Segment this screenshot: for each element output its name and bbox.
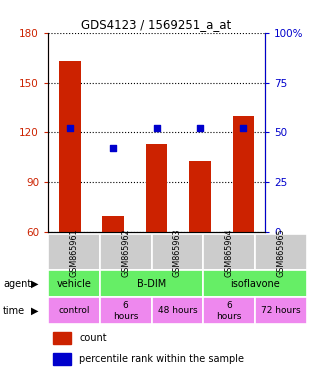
Text: count: count bbox=[79, 333, 107, 343]
Bar bbox=[53, 332, 71, 344]
Text: GSM865962: GSM865962 bbox=[121, 228, 130, 276]
Text: 6
hours: 6 hours bbox=[113, 301, 138, 321]
Bar bbox=[146, 144, 167, 232]
Bar bbox=[232, 116, 254, 232]
Bar bbox=[53, 353, 71, 365]
FancyBboxPatch shape bbox=[100, 234, 152, 270]
Point bbox=[111, 146, 116, 152]
Point bbox=[154, 126, 159, 132]
FancyBboxPatch shape bbox=[152, 234, 203, 270]
Text: B-DIM: B-DIM bbox=[137, 279, 166, 289]
Text: percentile rank within the sample: percentile rank within the sample bbox=[79, 354, 244, 364]
FancyBboxPatch shape bbox=[203, 234, 255, 270]
FancyBboxPatch shape bbox=[48, 270, 100, 297]
Text: GSM865963: GSM865963 bbox=[173, 228, 182, 276]
Text: isoflavone: isoflavone bbox=[230, 279, 280, 289]
FancyBboxPatch shape bbox=[100, 297, 152, 324]
Point bbox=[197, 126, 202, 132]
FancyBboxPatch shape bbox=[152, 297, 203, 324]
Text: ▶: ▶ bbox=[31, 279, 38, 289]
Bar bbox=[102, 216, 124, 232]
Text: ▶: ▶ bbox=[31, 306, 38, 316]
Text: time: time bbox=[3, 306, 25, 316]
FancyBboxPatch shape bbox=[48, 234, 100, 270]
Text: control: control bbox=[58, 306, 90, 315]
FancyBboxPatch shape bbox=[203, 297, 255, 324]
Title: GDS4123 / 1569251_a_at: GDS4123 / 1569251_a_at bbox=[82, 18, 232, 31]
FancyBboxPatch shape bbox=[48, 297, 100, 324]
FancyBboxPatch shape bbox=[255, 234, 307, 270]
Point bbox=[67, 126, 72, 132]
Point bbox=[241, 126, 246, 132]
FancyBboxPatch shape bbox=[100, 270, 203, 297]
Bar bbox=[59, 61, 81, 232]
Text: 48 hours: 48 hours bbox=[158, 306, 197, 315]
Text: GSM865964: GSM865964 bbox=[225, 228, 234, 276]
FancyBboxPatch shape bbox=[203, 270, 307, 297]
Text: vehicle: vehicle bbox=[56, 279, 91, 289]
Text: GSM865965: GSM865965 bbox=[277, 228, 286, 276]
FancyBboxPatch shape bbox=[255, 297, 307, 324]
Bar bbox=[189, 161, 211, 232]
Text: GSM865961: GSM865961 bbox=[69, 228, 78, 276]
Text: 6
hours: 6 hours bbox=[217, 301, 242, 321]
Text: agent: agent bbox=[3, 279, 31, 289]
Text: 72 hours: 72 hours bbox=[261, 306, 301, 315]
